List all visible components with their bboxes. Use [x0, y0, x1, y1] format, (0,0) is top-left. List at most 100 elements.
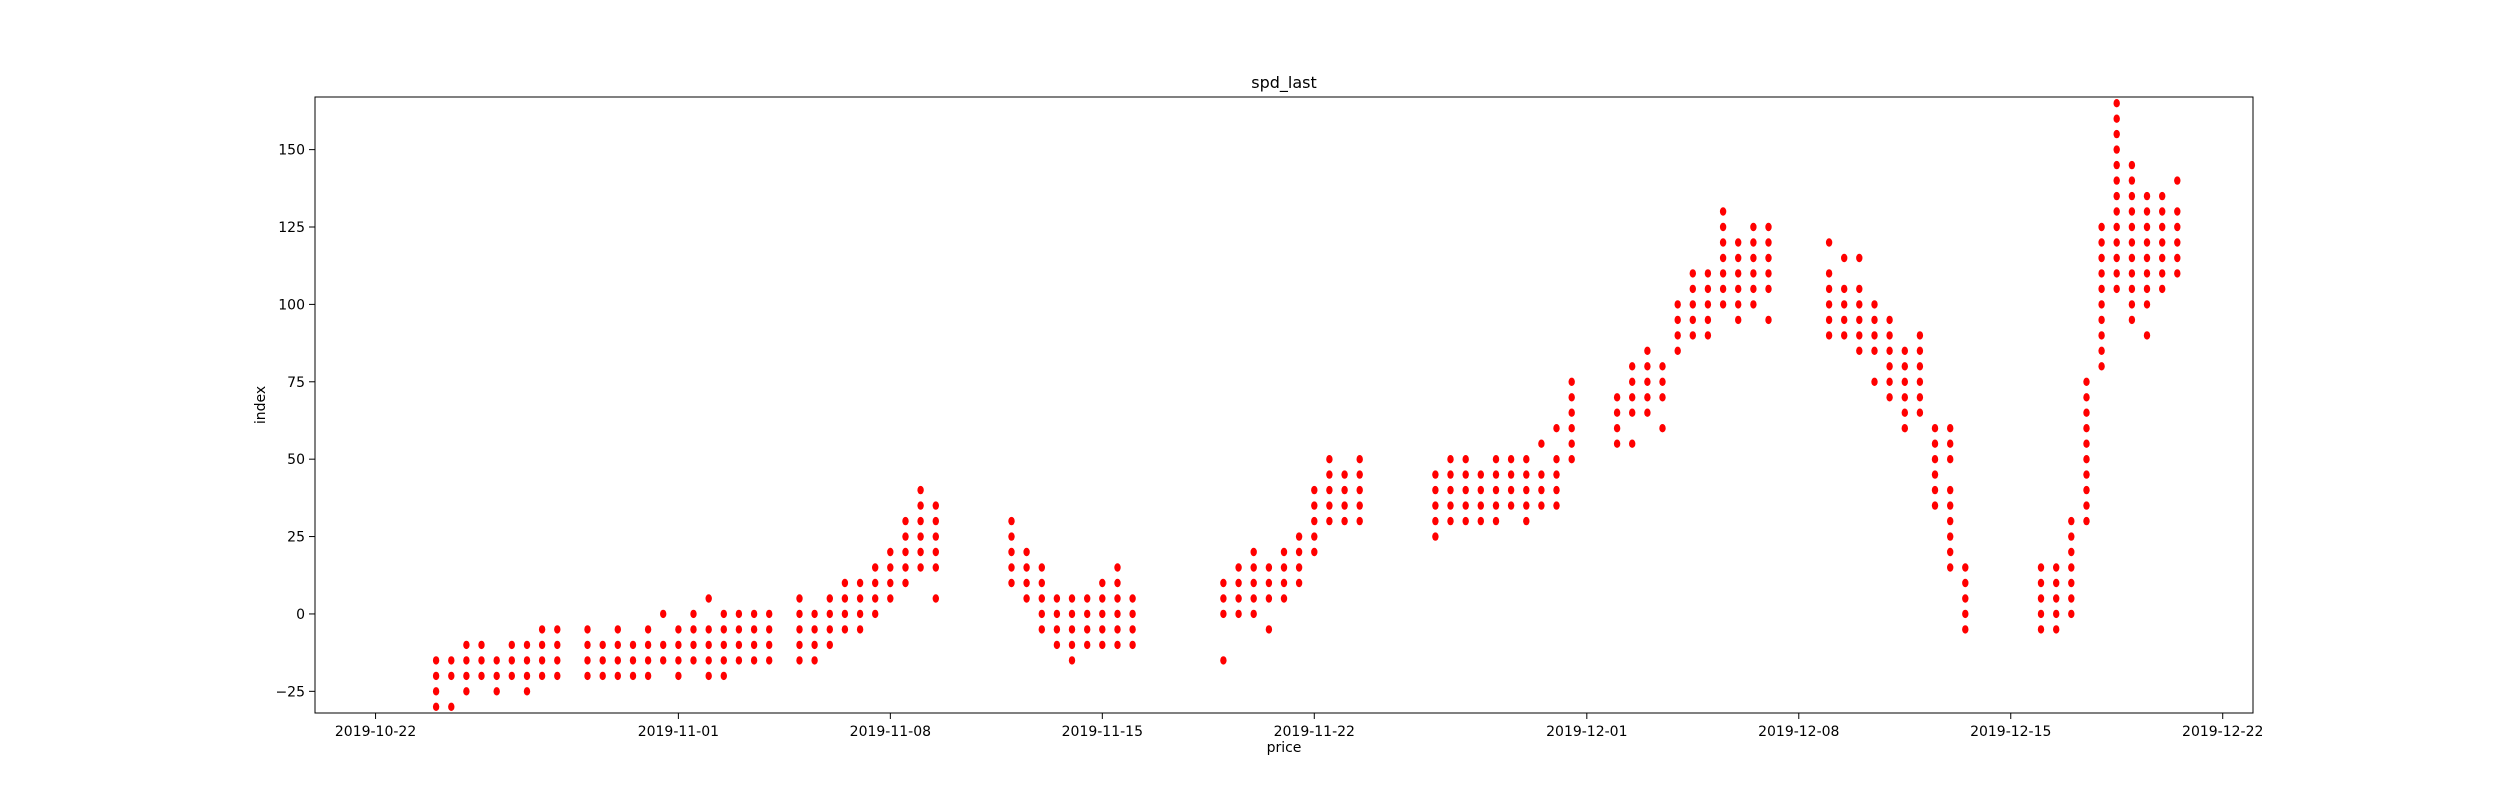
data-point — [508, 656, 515, 665]
data-point — [1114, 640, 1121, 650]
data-point — [1311, 547, 1318, 557]
data-point — [614, 625, 621, 634]
data-point — [1507, 455, 1515, 464]
data-point — [538, 671, 546, 681]
data-point — [448, 671, 455, 681]
data-point — [1916, 408, 1924, 417]
chart-title: spd_last — [1251, 73, 1317, 93]
data-point — [2128, 191, 2136, 201]
data-points — [432, 99, 2181, 711]
data-point — [1250, 563, 1257, 572]
data-point — [1129, 594, 1136, 603]
data-point — [2098, 331, 2105, 340]
data-point — [1523, 485, 1530, 495]
data-point — [766, 640, 773, 650]
data-point — [1825, 331, 1833, 340]
data-point — [1659, 424, 1666, 433]
data-point — [1962, 609, 1969, 619]
data-point — [1629, 377, 1636, 386]
data-point — [2128, 176, 2136, 185]
data-point — [1931, 455, 1939, 464]
data-point — [1099, 578, 1106, 588]
data-point — [1477, 501, 1485, 510]
data-point — [2159, 191, 2166, 201]
data-point — [932, 547, 939, 557]
data-point — [1931, 424, 1939, 433]
y-tick-label: 75 — [287, 375, 305, 391]
data-point — [432, 702, 440, 711]
data-point — [1613, 393, 1621, 402]
data-point — [1629, 408, 1636, 417]
data-point — [1492, 470, 1500, 479]
data-point — [887, 594, 894, 603]
data-point — [1523, 501, 1530, 510]
data-point — [917, 532, 924, 541]
data-point — [554, 625, 561, 634]
data-point — [1295, 532, 1303, 541]
data-point — [1114, 594, 1121, 603]
data-point — [1462, 455, 1469, 464]
data-point — [1356, 455, 1363, 464]
data-point — [1280, 547, 1288, 557]
data-point — [690, 625, 697, 634]
data-point — [841, 594, 849, 603]
data-point — [1568, 377, 1575, 386]
data-point — [2083, 501, 2090, 510]
data-point — [2113, 253, 2120, 263]
data-point — [523, 687, 531, 696]
data-point — [2068, 532, 2075, 541]
data-point — [1689, 284, 1697, 294]
data-point — [2159, 269, 2166, 278]
data-point — [1947, 532, 1954, 541]
data-point — [2128, 269, 2136, 278]
data-point — [796, 609, 803, 619]
data-point — [1735, 315, 1742, 325]
data-point — [432, 687, 440, 696]
data-point — [478, 656, 485, 665]
data-point — [554, 640, 561, 650]
data-point — [1280, 578, 1288, 588]
data-point — [2113, 269, 2120, 278]
data-point — [629, 671, 637, 681]
data-point — [432, 656, 440, 665]
data-point — [1841, 300, 1848, 309]
data-point — [735, 640, 743, 650]
data-point — [872, 609, 879, 619]
data-point — [1008, 516, 1015, 526]
data-point — [1356, 516, 1363, 526]
data-point — [1099, 609, 1106, 619]
data-point — [720, 656, 727, 665]
data-point — [720, 671, 727, 681]
data-point — [1689, 331, 1697, 340]
data-point — [2083, 393, 2090, 402]
data-point — [811, 625, 818, 634]
data-point — [1220, 578, 1227, 588]
data-point — [1750, 222, 1757, 232]
data-point — [1886, 362, 1893, 371]
data-point — [1901, 408, 1909, 417]
data-point — [705, 594, 712, 603]
data-point — [1341, 501, 1348, 510]
data-point — [932, 501, 939, 510]
data-point — [1947, 547, 1954, 557]
data-point — [750, 625, 758, 634]
data-point — [1447, 485, 1454, 495]
data-point — [2098, 253, 2105, 263]
data-point — [750, 609, 758, 619]
data-point — [1644, 346, 1651, 355]
data-point — [1719, 253, 1727, 263]
data-point — [1356, 470, 1363, 479]
data-point — [2128, 284, 2136, 294]
data-point — [1250, 609, 1257, 619]
data-point — [1704, 269, 1712, 278]
data-point — [644, 640, 652, 650]
data-point — [2037, 578, 2045, 588]
data-point — [1235, 578, 1242, 588]
data-point — [932, 532, 939, 541]
data-point — [766, 656, 773, 665]
data-point — [660, 656, 667, 665]
data-point — [1265, 594, 1273, 603]
data-point — [644, 625, 652, 634]
data-point — [2053, 609, 2060, 619]
data-point — [2068, 594, 2075, 603]
